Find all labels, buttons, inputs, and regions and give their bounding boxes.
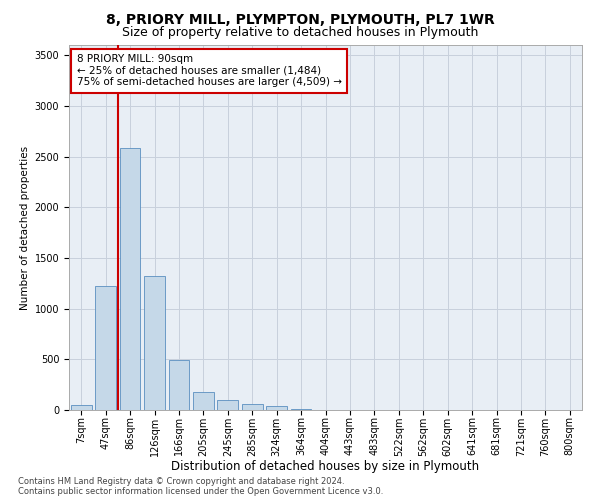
Bar <box>95 286 116 410</box>
Text: 8 PRIORY MILL: 90sqm
← 25% of detached houses are smaller (1,484)
75% of semi-de: 8 PRIORY MILL: 90sqm ← 25% of detached h… <box>77 54 341 88</box>
Bar <box>71 405 92 410</box>
Bar <box>169 360 190 410</box>
Bar <box>266 406 287 410</box>
Bar <box>144 276 165 410</box>
Bar <box>290 409 311 410</box>
Text: Size of property relative to detached houses in Plymouth: Size of property relative to detached ho… <box>122 26 478 39</box>
Text: Contains public sector information licensed under the Open Government Licence v3: Contains public sector information licen… <box>18 487 383 496</box>
Bar <box>217 400 238 410</box>
Bar <box>242 404 263 410</box>
Bar <box>193 392 214 410</box>
X-axis label: Distribution of detached houses by size in Plymouth: Distribution of detached houses by size … <box>172 460 479 473</box>
Y-axis label: Number of detached properties: Number of detached properties <box>20 146 31 310</box>
Bar <box>119 148 140 410</box>
Text: 8, PRIORY MILL, PLYMPTON, PLYMOUTH, PL7 1WR: 8, PRIORY MILL, PLYMPTON, PLYMOUTH, PL7 … <box>106 12 494 26</box>
Text: Contains HM Land Registry data © Crown copyright and database right 2024.: Contains HM Land Registry data © Crown c… <box>18 477 344 486</box>
